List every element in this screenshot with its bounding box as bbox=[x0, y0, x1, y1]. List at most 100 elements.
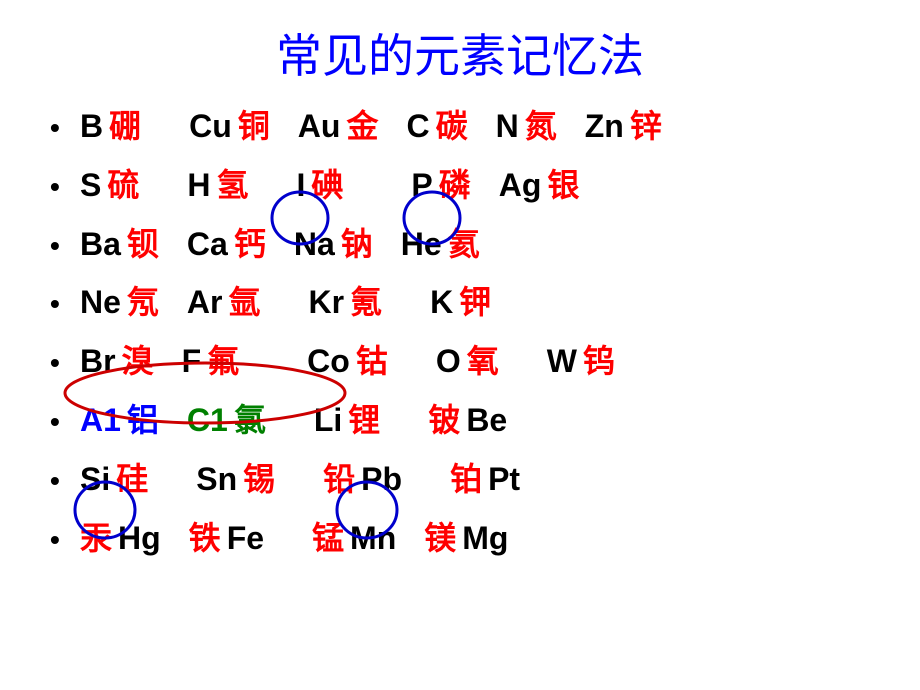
element-name: 铍 bbox=[428, 398, 460, 443]
element-item: Ar氩 bbox=[187, 280, 261, 325]
element-item: 铍Be bbox=[428, 398, 507, 443]
element-item: Zn锌 bbox=[585, 104, 662, 149]
element-name: 氩 bbox=[228, 280, 260, 325]
element-name: 钾 bbox=[459, 280, 491, 325]
element-symbol: Pb bbox=[361, 457, 402, 502]
element-name: 硫 bbox=[107, 163, 139, 208]
element-item: Au金 bbox=[298, 104, 379, 149]
element-item: O氧 bbox=[436, 339, 499, 384]
bullet-icon: • bbox=[50, 167, 80, 206]
element-item: Ba钡 bbox=[80, 222, 159, 267]
element-symbol: C bbox=[406, 104, 429, 149]
element-row: •Ba钡 Ca钙 Na钠 He氦 bbox=[50, 222, 870, 267]
element-symbol: Sn bbox=[196, 457, 237, 502]
element-symbol: H bbox=[187, 163, 210, 208]
element-name: 碳 bbox=[436, 104, 468, 149]
element-item: Li锂 bbox=[314, 398, 380, 443]
element-item: Ag银 bbox=[499, 163, 580, 208]
element-symbol: Co bbox=[307, 339, 350, 384]
element-symbol: Zn bbox=[585, 104, 624, 149]
bullet-icon: • bbox=[50, 402, 80, 441]
element-symbol: P bbox=[411, 163, 432, 208]
element-symbol: Kr bbox=[309, 280, 345, 325]
element-item: 汞Hg bbox=[80, 516, 161, 561]
element-item: B硼 bbox=[80, 104, 141, 149]
element-item: Co钴 bbox=[307, 339, 388, 384]
element-row: •A1铝 C1氯 Li锂 铍Be bbox=[50, 398, 870, 443]
element-symbol: Br bbox=[80, 339, 116, 384]
element-name: 碘 bbox=[311, 163, 343, 208]
element-item: P磷 bbox=[411, 163, 470, 208]
element-name: 溴 bbox=[122, 339, 154, 384]
element-item: Na钠 bbox=[294, 222, 373, 267]
element-name: 钠 bbox=[341, 222, 373, 267]
element-item: Sn锡 bbox=[196, 457, 275, 502]
element-symbol: Hg bbox=[118, 516, 161, 561]
slide-container: 常见的元素记忆法 •B硼Cu铜Au金C碳N氮Zn锌•S硫H氢I碘P磷Ag银•Ba… bbox=[0, 0, 920, 690]
element-item: Br溴 bbox=[80, 339, 154, 384]
element-name: 氢 bbox=[216, 163, 248, 208]
element-symbol: B bbox=[80, 104, 103, 149]
element-row: •B硼Cu铜Au金C碳N氮Zn锌 bbox=[50, 104, 870, 149]
element-name: 铁 bbox=[189, 516, 221, 561]
element-name: 钡 bbox=[127, 222, 159, 267]
element-name: 硼 bbox=[109, 104, 141, 149]
bullet-icon: • bbox=[50, 108, 80, 147]
slide-title: 常见的元素记忆法 bbox=[50, 20, 870, 86]
element-item: A1铝 bbox=[80, 398, 159, 443]
element-item: He氦 bbox=[401, 222, 480, 267]
element-name: 金 bbox=[346, 104, 378, 149]
element-symbol: Au bbox=[298, 104, 341, 149]
element-item: 铅Pb bbox=[323, 457, 402, 502]
element-name: 铜 bbox=[238, 104, 270, 149]
element-symbol: C1 bbox=[187, 398, 228, 443]
element-row: •S硫 H氢 I碘 P磷 Ag银 bbox=[50, 163, 870, 208]
element-item: W钨 bbox=[547, 339, 615, 384]
element-name: 氮 bbox=[525, 104, 557, 149]
element-symbol: Ca bbox=[187, 222, 228, 267]
element-item: 铂Pt bbox=[450, 457, 520, 502]
element-symbol: Be bbox=[466, 398, 507, 443]
element-name: 氪 bbox=[350, 280, 382, 325]
bullet-icon: • bbox=[50, 226, 80, 265]
element-item: Cu铜 bbox=[189, 104, 270, 149]
element-symbol: He bbox=[401, 222, 442, 267]
element-item: N氮 bbox=[496, 104, 557, 149]
element-name: 氖 bbox=[127, 280, 159, 325]
element-name: 氯 bbox=[234, 398, 266, 443]
element-symbol: Ne bbox=[80, 280, 121, 325]
element-name: 铂 bbox=[450, 457, 482, 502]
element-symbol: Ba bbox=[80, 222, 121, 267]
element-symbol: I bbox=[296, 163, 305, 208]
element-item: C1氯 bbox=[187, 398, 266, 443]
element-item: Kr氪 bbox=[309, 280, 383, 325]
element-name: 锂 bbox=[348, 398, 380, 443]
element-name: 镁 bbox=[424, 516, 456, 561]
element-name: 锌 bbox=[630, 104, 662, 149]
element-symbol: Mn bbox=[350, 516, 396, 561]
element-symbol: Cu bbox=[189, 104, 232, 149]
element-name: 氟 bbox=[207, 339, 239, 384]
element-name: 汞 bbox=[80, 516, 112, 561]
element-item: 镁Mg bbox=[424, 516, 508, 561]
element-item: 铁Fe bbox=[189, 516, 264, 561]
element-row: •汞Hg铁Fe锰Mn镁Mg bbox=[50, 516, 870, 561]
element-name: 钨 bbox=[583, 339, 615, 384]
element-row: •Ne氖Ar氩Kr氪K钾 bbox=[50, 280, 870, 325]
element-name: 氧 bbox=[467, 339, 499, 384]
element-row: •Si硅Sn锡铅Pb铂Pt bbox=[50, 457, 870, 502]
element-item: S硫 bbox=[80, 163, 139, 208]
element-name: 铅 bbox=[323, 457, 355, 502]
element-name: 锰 bbox=[312, 516, 344, 561]
element-item: Ca钙 bbox=[187, 222, 266, 267]
element-name: 硅 bbox=[116, 457, 148, 502]
element-name: 锡 bbox=[243, 457, 275, 502]
element-name: 钴 bbox=[356, 339, 388, 384]
element-symbol: Na bbox=[294, 222, 335, 267]
element-item: I碘 bbox=[296, 163, 343, 208]
element-symbol: Li bbox=[314, 398, 342, 443]
element-symbol: S bbox=[80, 163, 101, 208]
element-item: K钾 bbox=[430, 280, 491, 325]
element-symbol: Si bbox=[80, 457, 110, 502]
element-name: 铝 bbox=[127, 398, 159, 443]
